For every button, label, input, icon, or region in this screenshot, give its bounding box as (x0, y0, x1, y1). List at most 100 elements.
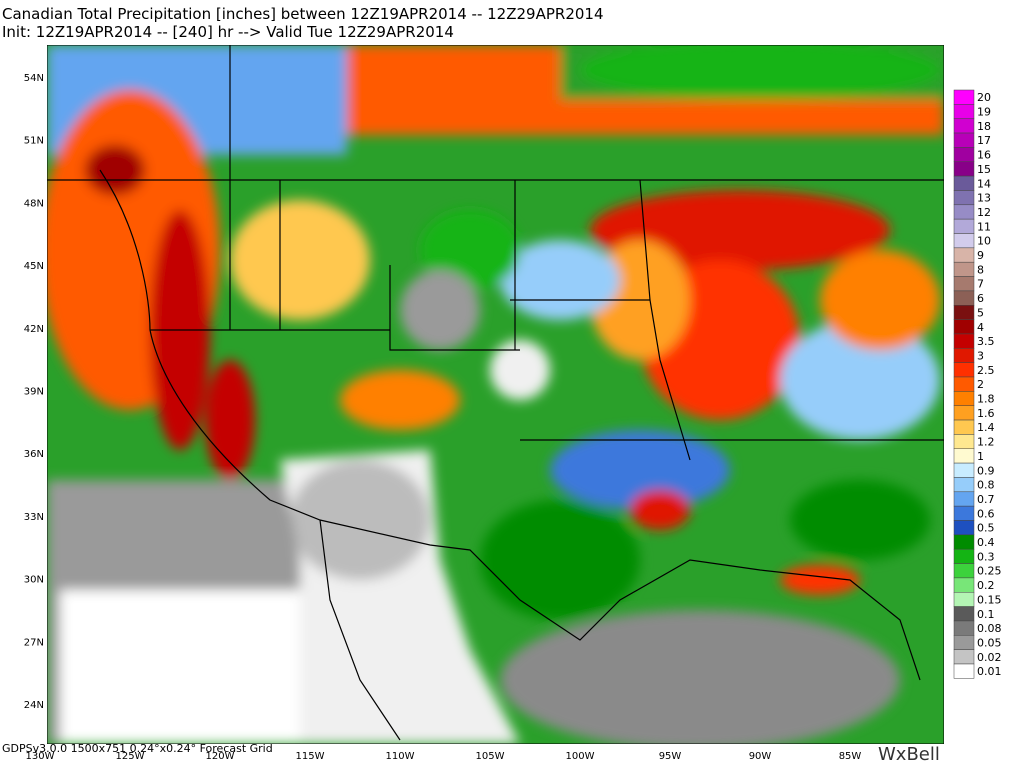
precipitation-map (47, 45, 944, 744)
longitude-label: 100W (566, 751, 595, 762)
color-label: 1 (977, 450, 984, 463)
color-swatch (953, 276, 975, 292)
color-swatch (953, 534, 975, 550)
color-swatch (953, 333, 975, 349)
color-swatch (953, 89, 975, 105)
longitude-label: 125W (116, 751, 145, 762)
color-swatch (953, 305, 975, 320)
color-label: 4 (977, 321, 984, 334)
grid-info: GDPSv3.0.0 1500x751 0.24°x0.24° Forecast… (2, 742, 273, 755)
color-label: 0.02 (977, 651, 1002, 664)
longitude-label: 95W (659, 751, 682, 762)
color-label: 0.1 (977, 608, 995, 621)
color-label: 20 (977, 91, 991, 104)
latitude-label: 45N (24, 261, 44, 272)
color-swatch (953, 147, 975, 162)
title-line: Init: 12Z19APR2014 -- [240] hr --> Valid… (2, 23, 454, 41)
latitude-label: 27N (24, 637, 44, 648)
color-swatch (953, 649, 975, 665)
color-swatch (953, 204, 975, 220)
longitude-label: 90W (749, 751, 772, 762)
color-label: 19 (977, 106, 991, 119)
title-line: Canadian Total Precipitation [inches] be… (2, 5, 604, 23)
longitude-labels: 130W 125W 120W 115W 110W 105W 100W 95W 90W 85W (26, 751, 862, 762)
longitude-label: 85W (839, 751, 862, 762)
latitude-labels: 54N 51N 48N 45N 42N 39N 36N 33N 30N 27N 24N (24, 73, 44, 711)
longitude-label: 115W (296, 751, 325, 762)
color-swatch (953, 577, 975, 593)
color-label: 0.3 (977, 550, 995, 563)
color-label: 0.15 (977, 593, 1002, 606)
color-swatch (953, 261, 975, 277)
color-swatch (953, 592, 975, 607)
color-label: 0.5 (977, 522, 995, 535)
longitude-label: 120W (206, 751, 235, 762)
color-label: 0.6 (977, 507, 995, 520)
color-label: 17 (977, 134, 991, 147)
color-swatch (953, 175, 975, 191)
color-swatch (953, 505, 975, 521)
color-label: 18 (977, 120, 991, 133)
latitude-label: 36N (24, 449, 44, 460)
color-label: 1.4 (977, 421, 995, 434)
color-swatch (953, 362, 975, 378)
color-swatch (953, 319, 975, 335)
color-swatch (953, 104, 975, 119)
color-label: 0.08 (977, 622, 1002, 635)
latitude-label: 42N (24, 324, 44, 335)
longitude-label: 105W (476, 751, 505, 762)
color-label: 11 (977, 220, 991, 233)
latitude-label: 51N (24, 136, 44, 147)
color-label: 0.7 (977, 493, 995, 506)
color-swatch (953, 606, 975, 622)
color-scale: 20191817161514131211109876543.532.521.81… (953, 89, 1002, 679)
color-label: 16 (977, 149, 991, 162)
color-swatch (953, 434, 975, 449)
logo: WxBell (878, 744, 940, 765)
color-swatch (953, 348, 975, 363)
color-label: 0.2 (977, 579, 995, 592)
color-swatch (953, 132, 975, 148)
color-swatch (953, 462, 975, 478)
color-swatch (953, 563, 975, 579)
color-swatch (953, 233, 975, 249)
color-label: 3.5 (977, 335, 995, 348)
latitude-label: 33N (24, 512, 44, 523)
color-swatch (953, 620, 975, 636)
color-label: 10 (977, 235, 991, 248)
color-swatch (953, 376, 975, 392)
color-label: 8 (977, 263, 984, 276)
color-swatch (953, 548, 975, 564)
color-swatch (953, 448, 975, 464)
color-swatch (953, 491, 975, 507)
color-swatch (953, 161, 975, 177)
color-swatch (953, 663, 975, 679)
latitude-label: 24N (24, 700, 44, 711)
color-label: 2.5 (977, 364, 995, 377)
color-label: 5 (977, 306, 984, 319)
color-swatch (953, 520, 975, 536)
latitude-label: 48N (24, 198, 44, 209)
color-label: 1.2 (977, 436, 995, 449)
longitude-label: 110W (386, 751, 415, 762)
color-label: 0.25 (977, 565, 1002, 578)
color-label: 7 (977, 278, 984, 291)
color-swatch (953, 190, 975, 206)
color-label: 15 (977, 163, 991, 176)
color-swatch (953, 635, 975, 650)
color-swatch (953, 290, 975, 306)
color-label: 1.8 (977, 393, 995, 406)
color-label: 6 (977, 292, 984, 305)
color-label: 0.01 (977, 665, 1002, 678)
longitude-label: 130W (26, 751, 55, 762)
color-swatch (953, 477, 975, 493)
color-swatch (953, 218, 975, 234)
latitude-label: 30N (24, 575, 44, 586)
color-label: 13 (977, 192, 991, 205)
color-label: 0.9 (977, 464, 995, 477)
color-label: 0.05 (977, 636, 1002, 649)
color-label: 0.4 (977, 536, 995, 549)
color-label: 1.6 (977, 407, 995, 420)
color-label: 14 (977, 177, 991, 190)
